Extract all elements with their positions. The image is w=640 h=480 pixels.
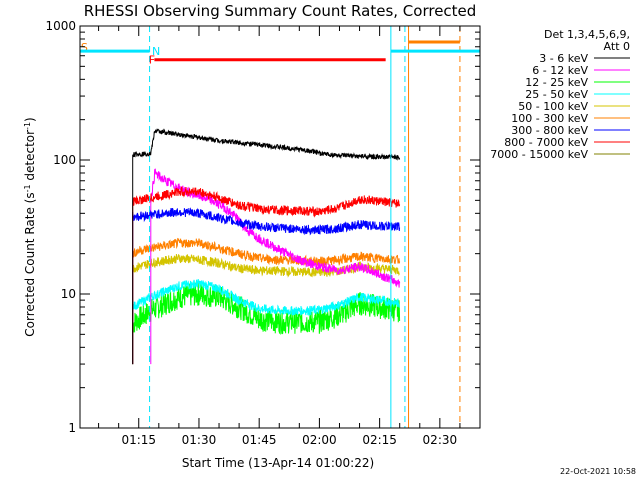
legend-label-0: 3 - 6 keV <box>539 52 588 65</box>
state-bars: SNF <box>80 40 480 67</box>
series-line-0 <box>132 128 401 365</box>
legend-label-2: 12 - 25 keV <box>525 76 588 89</box>
plot-frame <box>79 25 481 429</box>
y-axis-label: Corrected Count Rate (s-1 detector-1) <box>23 117 38 336</box>
series-line-3 <box>132 279 401 365</box>
legend-label-5: 100 - 300 keV <box>511 112 588 125</box>
x-tick-label-2: 01:45 <box>242 433 277 447</box>
legend-label-3: 25 - 50 keV <box>525 88 588 101</box>
series-line-6 <box>132 207 401 365</box>
x-tick-label-0: 01:15 <box>121 433 156 447</box>
x-tick-label-5: 02:30 <box>423 433 458 447</box>
state-label-f: F <box>149 54 155 67</box>
y-tick-label-1: 10 <box>61 287 76 301</box>
y-tick-label-2: 100 <box>53 153 76 167</box>
x-ticks: 01:15 01:30 01:45 02:00 02:15 02:30 <box>98 26 461 447</box>
plot-series <box>79 26 461 428</box>
state-label-n: N <box>152 45 160 58</box>
footer-timestamp: 22-Oct-2021 10:58 <box>560 467 636 476</box>
series-line-5 <box>132 237 401 365</box>
legend-label-8: 7000 - 15000 keV <box>490 148 588 161</box>
x-tick-label-3: 02:00 <box>302 433 337 447</box>
y-ticks: 1 10 100 1000 <box>45 19 480 435</box>
series-line-7 <box>132 186 401 365</box>
legend-label-1: 6 - 12 keV <box>532 64 588 77</box>
legend-header-line1: Det 1,3,4,5,6,9, <box>544 28 630 41</box>
x-axis-label: Start Time (13-Apr-14 01:00:22) <box>182 456 374 470</box>
chart-title: RHESSI Observing Summary Count Rates, Co… <box>84 2 477 20</box>
x-tick-label-4: 02:15 <box>362 433 397 447</box>
y-tick-label-0: 1 <box>68 421 76 435</box>
legend-label-6: 300 - 800 keV <box>511 124 588 137</box>
legend-label-7: 800 - 7000 keV <box>504 136 588 149</box>
legend-header-line2: Att 0 <box>604 40 630 53</box>
x-tick-label-1: 01:30 <box>182 433 217 447</box>
series-line-2 <box>132 282 401 365</box>
y-tick-label-3: 1000 <box>45 19 76 33</box>
legend-label-4: 50 - 100 keV <box>518 100 588 113</box>
